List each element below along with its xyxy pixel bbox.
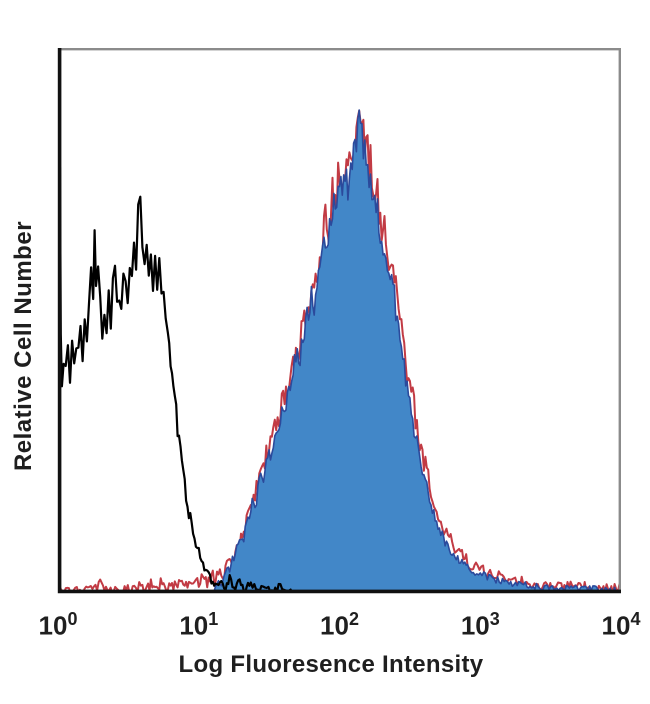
stained-filled-blue xyxy=(205,109,621,593)
unstained-control-black xyxy=(58,166,296,593)
series-layer xyxy=(58,109,621,593)
y-axis-label: Relative Cell Number xyxy=(10,220,37,472)
plot-frame-axes xyxy=(57,48,621,594)
plot-frame-top-right xyxy=(58,48,621,592)
x-axis-label: Log Fluoresence Intensity xyxy=(178,651,484,678)
